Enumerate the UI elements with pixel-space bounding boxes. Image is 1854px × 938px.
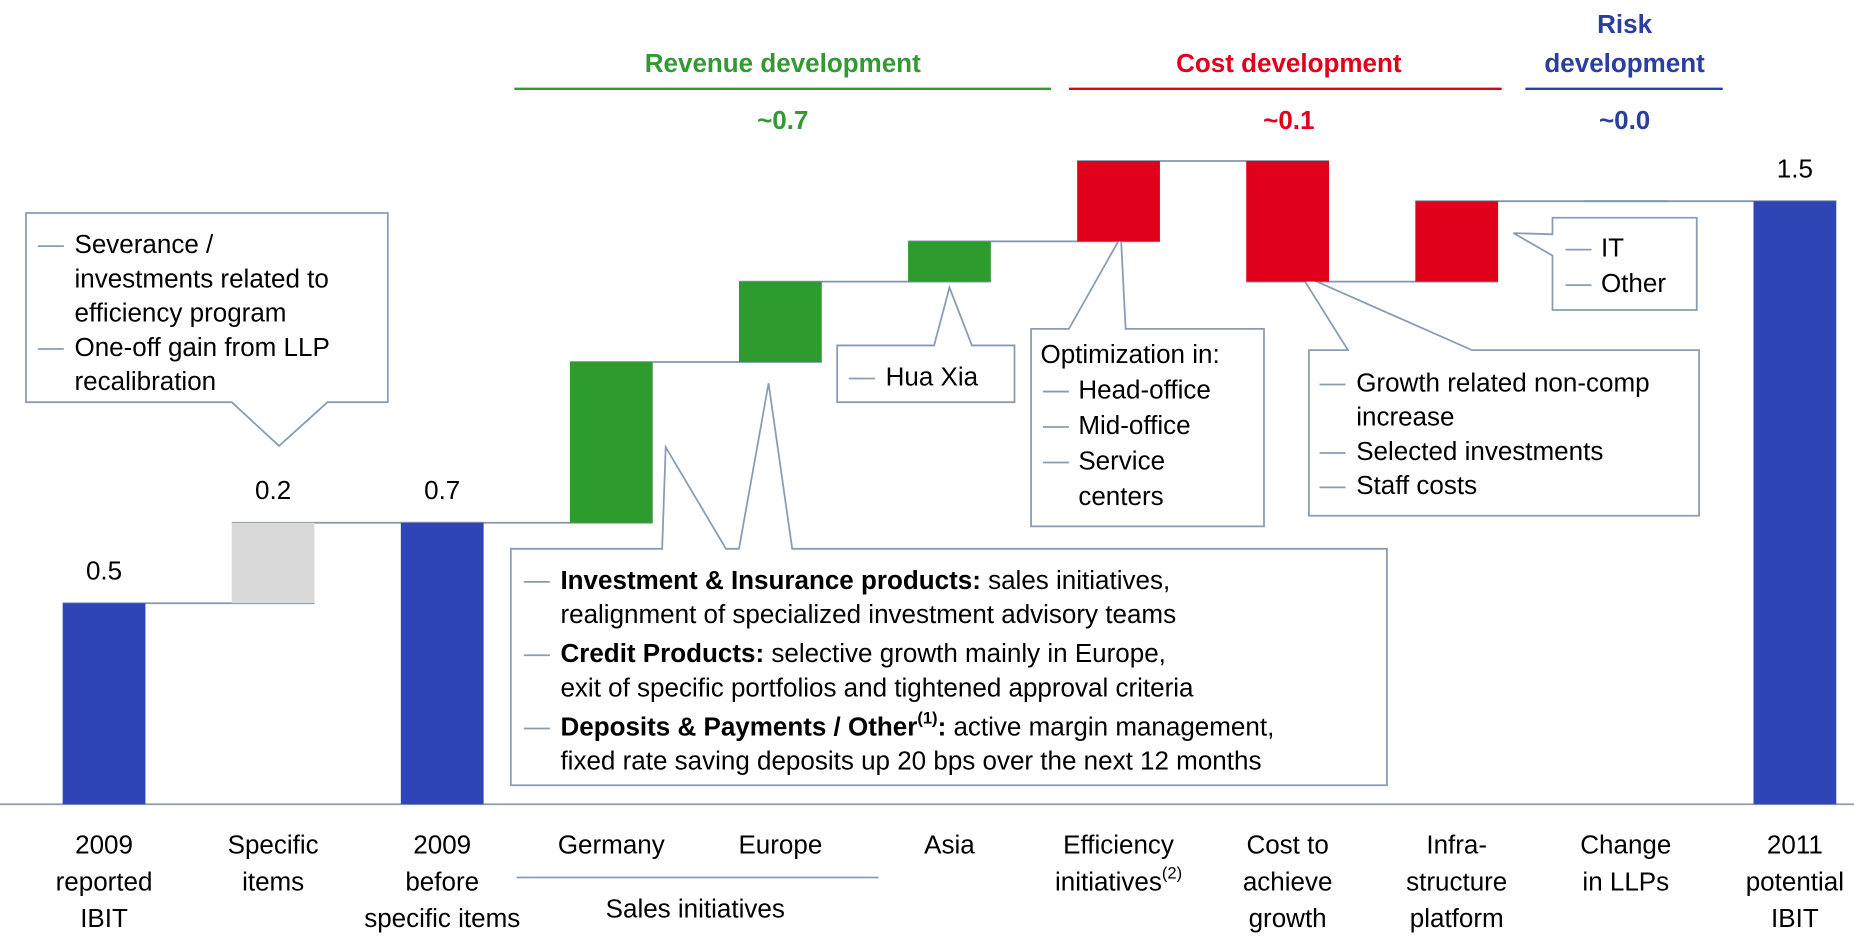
label: achieve: [1243, 866, 1333, 896]
label: increase: [1356, 402, 1454, 432]
label: Efficiency: [1063, 830, 1174, 860]
text-run: Deposits & Payments / Other: [560, 711, 917, 741]
label: Europe: [738, 830, 822, 860]
label: Growth related non-comp: [1356, 367, 1649, 397]
label: initiatives(2): [1055, 863, 1182, 896]
label: Severance /: [74, 229, 214, 259]
label: growth: [1249, 903, 1327, 933]
group-summary: ~0.0: [1599, 105, 1650, 135]
label: Change: [1580, 830, 1671, 860]
text-run: Credit Products:: [560, 638, 764, 668]
label: specific items: [364, 903, 520, 933]
label: platform: [1410, 903, 1504, 933]
text-run: active margin management,: [946, 711, 1274, 741]
subgroup-label: Sales initiatives: [606, 894, 785, 924]
label: before: [405, 866, 479, 896]
label: One-off gain from LLP: [74, 332, 329, 362]
text-run: Investment & Insurance products:: [560, 565, 980, 595]
label: Investment & Insurance products: sales i…: [560, 565, 1170, 595]
group-summary: ~0.1: [1263, 105, 1314, 135]
value-label: 1.5: [1777, 153, 1813, 183]
label: recalibration: [74, 366, 216, 396]
label: Hua Xia: [886, 361, 979, 391]
label: Asia: [924, 830, 975, 860]
bar: [231, 522, 315, 604]
label: exit of specific portfolios and tightene…: [560, 672, 1194, 702]
label: Specific: [228, 830, 319, 860]
label: IBIT: [80, 903, 128, 933]
superscript: (1): [917, 708, 937, 727]
group-title: development: [1544, 48, 1705, 78]
text-run: sales initiatives,: [981, 565, 1170, 595]
label: IBIT: [1771, 903, 1819, 933]
label: Germany: [558, 830, 665, 860]
label: potential: [1746, 866, 1844, 896]
bar: [1077, 160, 1160, 242]
bar: [400, 522, 484, 805]
label: efficiency program: [74, 298, 286, 328]
callout: [1513, 216, 1698, 311]
label: Other: [1601, 268, 1666, 298]
label: structure: [1406, 866, 1507, 896]
label: Cost to: [1246, 830, 1328, 860]
text-run: :: [938, 711, 947, 741]
callout: [1298, 272, 1700, 517]
group-title: Cost development: [1176, 48, 1402, 78]
label: 2011: [1767, 830, 1823, 860]
superscript: (2): [1162, 863, 1182, 882]
label: fixed rate saving deposits up 20 bps ove…: [560, 746, 1261, 776]
bar: [62, 603, 146, 805]
label: items: [242, 866, 304, 896]
label: Mid-office: [1078, 410, 1190, 440]
text-run: selective growth mainly in Europe,: [764, 638, 1166, 668]
callout: [509, 383, 1388, 787]
callout-heading: Optimization in:: [1041, 339, 1220, 369]
bar: [1753, 201, 1837, 805]
value-label: 0.2: [255, 475, 291, 505]
bar: [738, 281, 822, 362]
text-run: initiatives: [1055, 866, 1162, 896]
label: 2009: [413, 830, 471, 860]
label: 2009: [75, 830, 133, 860]
callout: [25, 212, 389, 448]
label: Staff costs: [1356, 470, 1477, 500]
group-summary: ~0.7: [757, 105, 808, 135]
label: Service: [1078, 445, 1165, 475]
bar: [1246, 160, 1330, 282]
label: IT: [1601, 233, 1624, 263]
label: Infra-: [1426, 830, 1487, 860]
bar: [908, 241, 991, 282]
bar: [1415, 201, 1499, 282]
label: in LLPs: [1582, 866, 1669, 896]
value-label: 0.5: [86, 555, 122, 585]
label: Selected investments: [1356, 436, 1603, 466]
label: investments related to: [74, 263, 328, 293]
callout: [1030, 233, 1265, 528]
group-title: Risk: [1597, 9, 1652, 39]
label: Head-office: [1078, 374, 1211, 404]
label: realignment of specialized investment ad…: [560, 599, 1176, 629]
callout: [836, 284, 1016, 404]
bar: [569, 361, 653, 523]
group-title: Revenue development: [645, 48, 921, 78]
value-label: 0.7: [424, 475, 460, 505]
label: reported: [56, 866, 153, 896]
label: Deposits & Payments / Other(1): active m…: [560, 708, 1274, 741]
label: centers: [1078, 481, 1163, 511]
label: Credit Products: selective growth mainly…: [560, 638, 1165, 668]
